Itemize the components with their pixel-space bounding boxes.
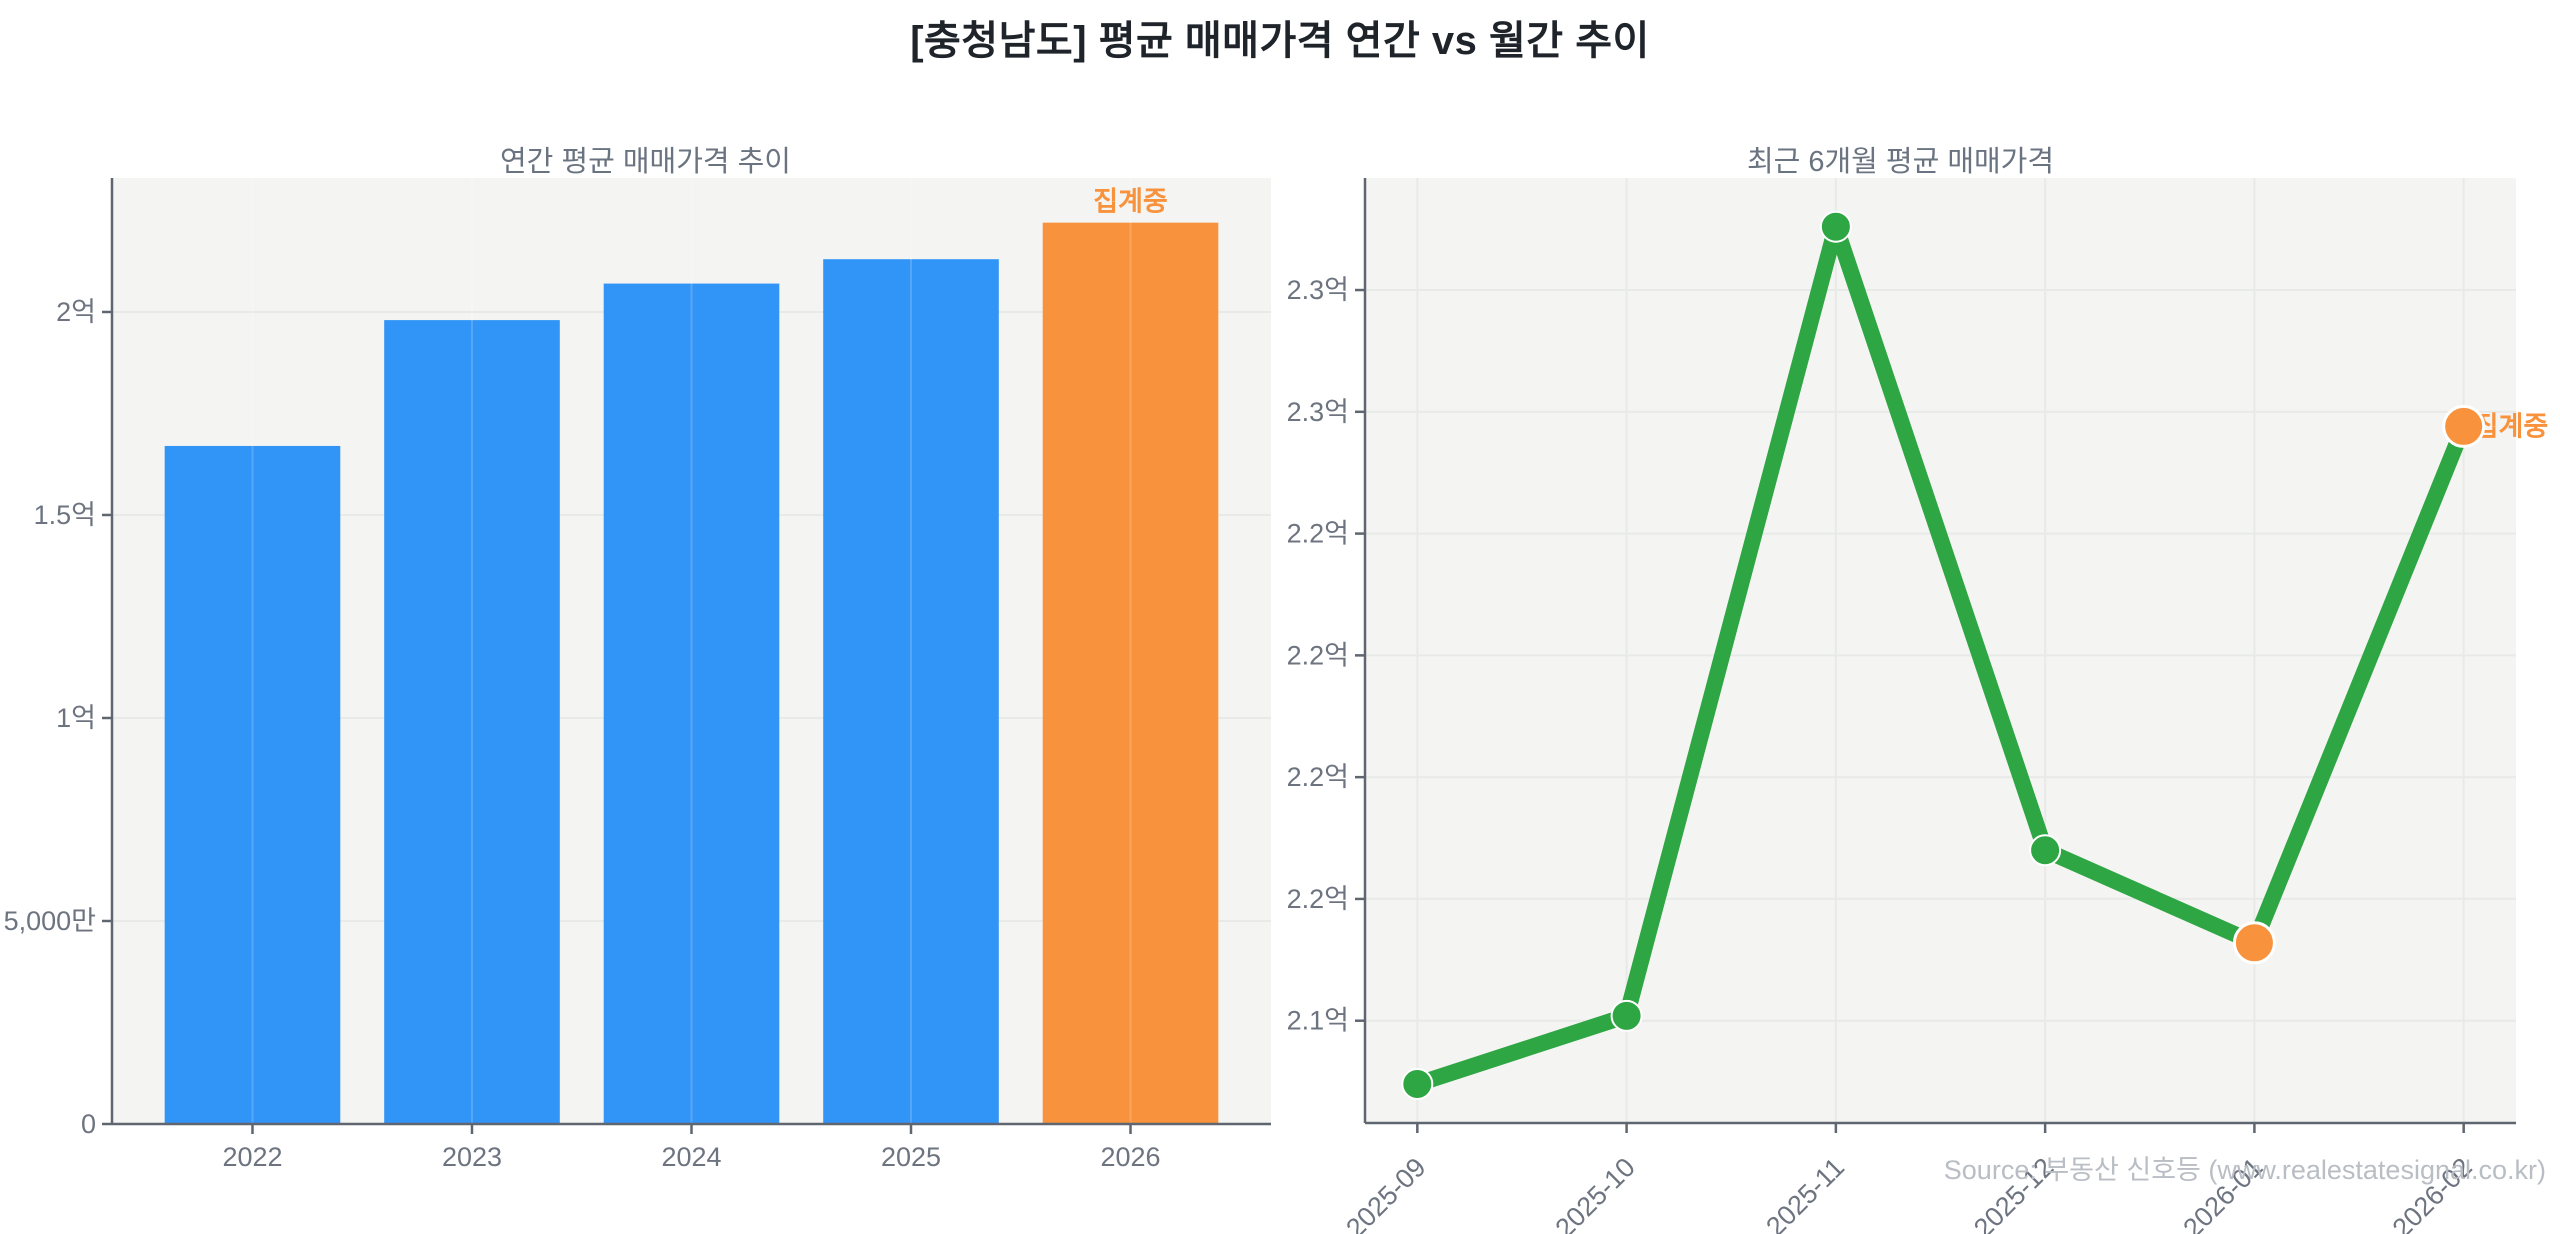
y-tick-label: 2.1억 xyxy=(1287,1006,1349,1036)
provisional-label-annual: 집계중 xyxy=(1093,187,1168,217)
marker-2025-09 xyxy=(1401,1068,1434,1101)
annual-bar-chart: 0 5,000만 1억 1.5억 2억 2022 2023 2024 2025 2026 집계중 xyxy=(4,178,1271,1172)
bar-2026 xyxy=(1042,222,1219,1124)
monthly-chart-title: 최근 6개월 평균 매매가격 xyxy=(1746,146,2055,178)
y-tick-label: 2.2억 xyxy=(1287,519,1349,549)
x-tick-label: 2022 xyxy=(222,1142,282,1172)
y-tick-label: 0 xyxy=(81,1109,96,1139)
marker-2025-10 xyxy=(1610,999,1643,1032)
y-tick-label: 2.2억 xyxy=(1287,884,1349,914)
x-tick-label: 2025 xyxy=(881,1142,941,1172)
x-tick-label: 2026 xyxy=(1100,1142,1160,1172)
x-tick-label: 2026-01 xyxy=(2177,1152,2268,1234)
monthly-line-chart: 2.1억 2.2억 2.2억 2.2억 2.2억 2.3억 2.3억 2025-09 2025-… xyxy=(1287,178,2549,1234)
x-tick-label: 2024 xyxy=(661,1142,721,1172)
y-tick-label: 2.2억 xyxy=(1287,762,1349,792)
x-tick-label: 2025-09 xyxy=(1340,1152,1431,1234)
x-tick-label: 2025-12 xyxy=(1968,1152,2059,1234)
y-tick-label: 1.5억 xyxy=(34,500,96,530)
y-tick-label: 2.3억 xyxy=(1287,397,1349,427)
y-tick-label: 2.2억 xyxy=(1287,640,1349,670)
y-tick-label: 1억 xyxy=(56,703,96,733)
marker-2026-02-provisional xyxy=(2442,404,2486,448)
x-tick-label: 2023 xyxy=(442,1142,502,1172)
page-title: [충청남도] 평균 매매가격 연간 vs 월간 추이 xyxy=(910,19,1650,63)
bar-2025 xyxy=(823,259,999,1124)
bar-2023 xyxy=(384,320,560,1124)
marker-2025-12 xyxy=(2029,834,2062,867)
y-tick-label: 5,000만 xyxy=(4,906,96,936)
bar-2024 xyxy=(603,283,780,1124)
bar-2022 xyxy=(164,445,341,1124)
x-tick-label: 2025-11 xyxy=(1760,1152,1850,1234)
plot-panel xyxy=(1365,178,2516,1123)
price-line xyxy=(1409,218,2472,1093)
provisional-label-monthly: 집계중 xyxy=(2474,411,2549,441)
annual-chart-title: 연간 평균 매매가격 추이 xyxy=(500,146,791,178)
x-tick-label: 2025-10 xyxy=(1550,1152,1641,1234)
y-tick-label: 2.3억 xyxy=(1287,275,1349,305)
x-tick-label: 2026-02 xyxy=(2387,1152,2478,1234)
y-tick-label: 2억 xyxy=(56,297,96,327)
marker-2025-11 xyxy=(1819,210,1852,243)
marker-2026-01-provisional xyxy=(2232,921,2276,965)
